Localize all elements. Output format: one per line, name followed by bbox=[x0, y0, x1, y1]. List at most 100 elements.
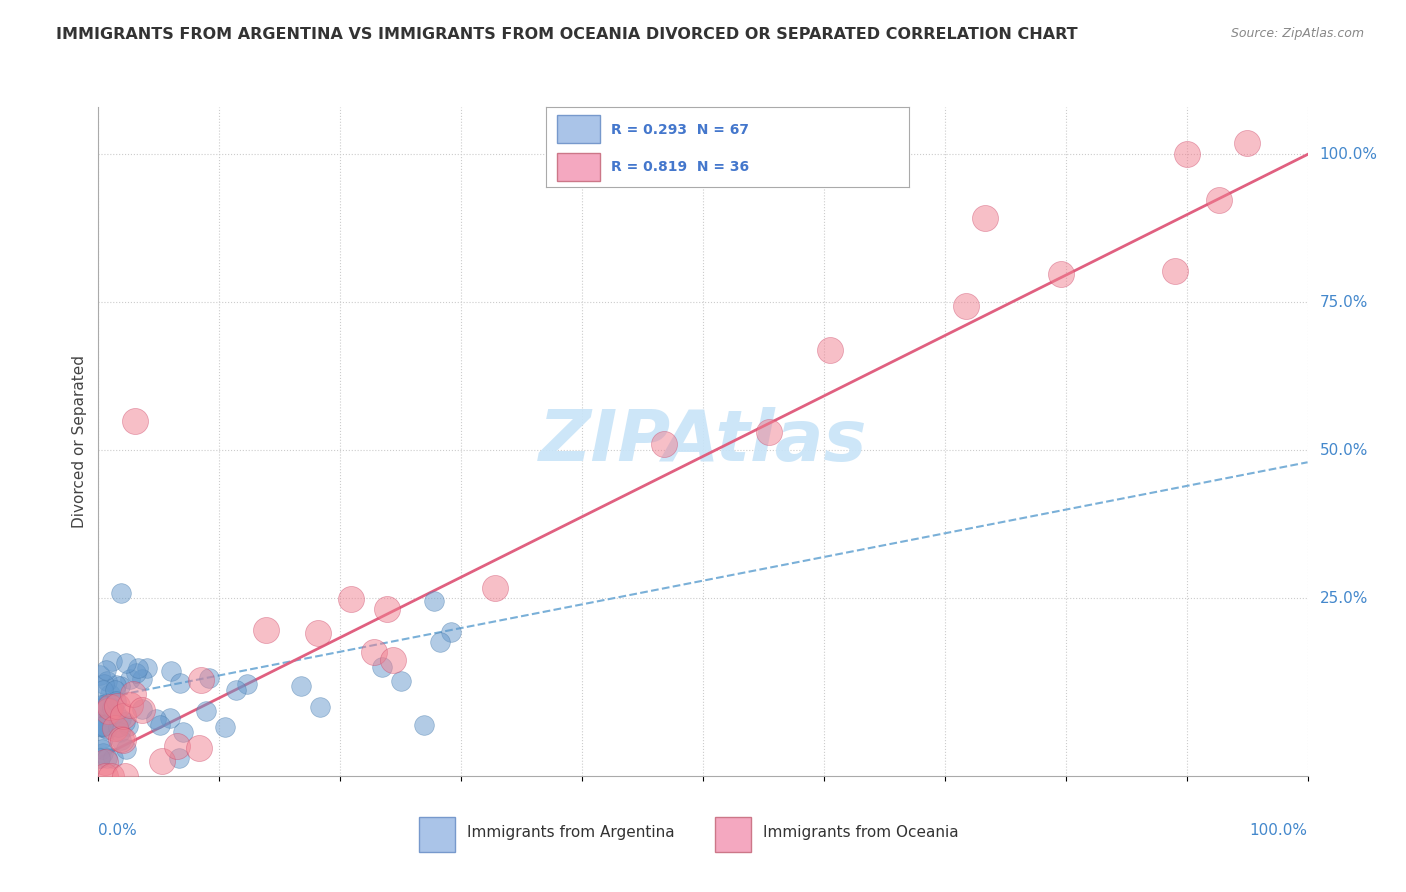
Point bbox=[145, 712, 167, 726]
Point bbox=[89, 751, 111, 765]
Point bbox=[110, 731, 132, 746]
Point bbox=[1208, 193, 1230, 207]
Text: 100.0%: 100.0% bbox=[1250, 822, 1308, 838]
Point bbox=[110, 712, 132, 726]
Point bbox=[105, 698, 128, 713]
Point bbox=[149, 718, 172, 732]
Point bbox=[309, 699, 332, 714]
Point bbox=[114, 714, 136, 729]
Point bbox=[1236, 136, 1258, 150]
Point bbox=[758, 425, 780, 439]
Point bbox=[91, 712, 114, 726]
Point bbox=[90, 698, 112, 713]
Point bbox=[89, 719, 111, 733]
Point bbox=[172, 725, 194, 739]
Point bbox=[101, 701, 124, 715]
Point bbox=[124, 665, 146, 680]
Point bbox=[98, 687, 121, 701]
Point bbox=[93, 676, 115, 690]
Point bbox=[214, 720, 236, 734]
Point bbox=[96, 723, 118, 737]
Text: Source: ZipAtlas.com: Source: ZipAtlas.com bbox=[1230, 27, 1364, 40]
Point bbox=[371, 660, 394, 674]
Point bbox=[340, 591, 363, 606]
Text: 100.0%: 100.0% bbox=[1320, 147, 1378, 162]
Point bbox=[104, 682, 127, 697]
Text: ZIPAtlas: ZIPAtlas bbox=[538, 407, 868, 476]
Point bbox=[101, 654, 124, 668]
Point bbox=[160, 664, 183, 678]
Point bbox=[117, 718, 139, 732]
Text: 50.0%: 50.0% bbox=[1320, 443, 1368, 458]
Point bbox=[131, 672, 153, 686]
Text: 75.0%: 75.0% bbox=[1320, 295, 1368, 310]
Point bbox=[159, 711, 181, 725]
Point bbox=[118, 698, 141, 713]
Point bbox=[105, 678, 128, 692]
Point bbox=[110, 679, 132, 693]
Point bbox=[91, 746, 114, 760]
Point bbox=[167, 751, 190, 765]
Point bbox=[973, 211, 995, 226]
Point bbox=[198, 671, 221, 685]
Point bbox=[115, 656, 138, 670]
Point bbox=[96, 751, 118, 765]
Point bbox=[96, 673, 118, 688]
Point bbox=[363, 645, 385, 659]
Point bbox=[124, 414, 146, 428]
Point bbox=[90, 720, 112, 734]
Point bbox=[122, 687, 145, 701]
Point bbox=[290, 680, 312, 694]
Point bbox=[108, 724, 131, 739]
Point bbox=[110, 733, 132, 747]
Point bbox=[955, 299, 977, 313]
Point bbox=[89, 667, 111, 681]
Text: IMMIGRANTS FROM ARGENTINA VS IMMIGRANTS FROM OCEANIA DIVORCED OR SEPARATED CORRE: IMMIGRANTS FROM ARGENTINA VS IMMIGRANTS … bbox=[56, 27, 1078, 42]
Point bbox=[94, 756, 117, 770]
Text: 0.0%: 0.0% bbox=[98, 822, 138, 838]
Point bbox=[91, 716, 114, 731]
Point bbox=[150, 754, 173, 768]
Point bbox=[93, 698, 115, 713]
Point bbox=[98, 699, 121, 714]
Point bbox=[107, 720, 129, 734]
Y-axis label: Divorced or Separated: Divorced or Separated bbox=[72, 355, 87, 528]
Point bbox=[110, 585, 132, 599]
Point bbox=[236, 677, 259, 691]
Point bbox=[131, 702, 153, 716]
Point bbox=[120, 672, 142, 686]
Point bbox=[91, 731, 114, 746]
Point bbox=[375, 602, 398, 616]
Point bbox=[429, 635, 451, 649]
Point bbox=[101, 751, 124, 765]
Point bbox=[89, 717, 111, 731]
Point bbox=[114, 769, 136, 783]
Point bbox=[818, 343, 841, 358]
Point bbox=[96, 696, 118, 710]
Point bbox=[1050, 267, 1073, 281]
Point bbox=[439, 624, 461, 639]
Point bbox=[423, 594, 446, 608]
Point bbox=[104, 706, 127, 720]
Point bbox=[94, 663, 117, 677]
Point bbox=[89, 751, 111, 765]
Point bbox=[93, 719, 115, 733]
Point bbox=[115, 742, 138, 756]
Point bbox=[1164, 263, 1187, 277]
Point bbox=[254, 623, 277, 637]
Point bbox=[91, 741, 114, 756]
Point bbox=[654, 437, 676, 451]
Point bbox=[166, 739, 188, 753]
Point bbox=[104, 721, 127, 735]
Point bbox=[131, 703, 153, 717]
Point bbox=[94, 769, 117, 783]
Point bbox=[188, 741, 211, 756]
Point bbox=[97, 704, 120, 718]
Point bbox=[1175, 147, 1198, 161]
Point bbox=[127, 661, 149, 675]
Point bbox=[194, 704, 217, 718]
Point bbox=[136, 661, 159, 675]
Point bbox=[100, 769, 122, 783]
Text: 25.0%: 25.0% bbox=[1320, 591, 1368, 606]
Point bbox=[105, 694, 128, 708]
